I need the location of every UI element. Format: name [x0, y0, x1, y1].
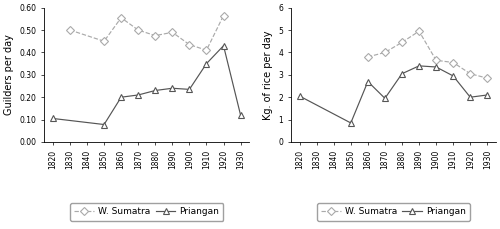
- W. Sumatra: [467, 72, 473, 75]
- Priangan: [50, 117, 56, 120]
- Priangan: [467, 96, 473, 98]
- W. Sumatra: [365, 56, 371, 58]
- W. Sumatra: [484, 77, 490, 79]
- Priangan: [399, 72, 405, 75]
- W. Sumatra: [170, 31, 175, 34]
- W. Sumatra: [382, 51, 388, 54]
- W. Sumatra: [118, 16, 124, 19]
- Y-axis label: Kg. of rice per day: Kg. of rice per day: [263, 30, 273, 120]
- W. Sumatra: [101, 40, 107, 43]
- Priangan: [186, 88, 192, 91]
- W. Sumatra: [204, 49, 210, 52]
- Priangan: [348, 122, 354, 124]
- W. Sumatra: [416, 30, 422, 33]
- Priangan: [238, 114, 244, 117]
- Priangan: [170, 87, 175, 90]
- Priangan: [450, 75, 456, 77]
- Priangan: [220, 44, 226, 47]
- Priangan: [101, 123, 107, 126]
- W. Sumatra: [220, 14, 226, 17]
- W. Sumatra: [399, 41, 405, 44]
- Line: Priangan: Priangan: [297, 63, 490, 126]
- Priangan: [118, 96, 124, 98]
- Y-axis label: Guilders per day: Guilders per day: [4, 34, 14, 115]
- Priangan: [416, 65, 422, 67]
- W. Sumatra: [433, 59, 439, 62]
- W. Sumatra: [186, 43, 192, 46]
- Priangan: [152, 89, 158, 92]
- Priangan: [484, 94, 490, 96]
- Line: Priangan: Priangan: [50, 43, 244, 127]
- Line: W. Sumatra: W. Sumatra: [365, 28, 490, 81]
- Line: W. Sumatra: W. Sumatra: [67, 13, 226, 53]
- Priangan: [296, 95, 302, 98]
- Priangan: [433, 66, 439, 68]
- W. Sumatra: [450, 61, 456, 64]
- W. Sumatra: [152, 34, 158, 37]
- Priangan: [204, 62, 210, 65]
- Legend: W. Sumatra, Priangan: W. Sumatra, Priangan: [316, 203, 470, 221]
- W. Sumatra: [67, 29, 73, 31]
- Priangan: [382, 97, 388, 100]
- Priangan: [135, 94, 141, 96]
- Legend: W. Sumatra, Priangan: W. Sumatra, Priangan: [70, 203, 224, 221]
- Priangan: [365, 80, 371, 83]
- W. Sumatra: [135, 29, 141, 31]
